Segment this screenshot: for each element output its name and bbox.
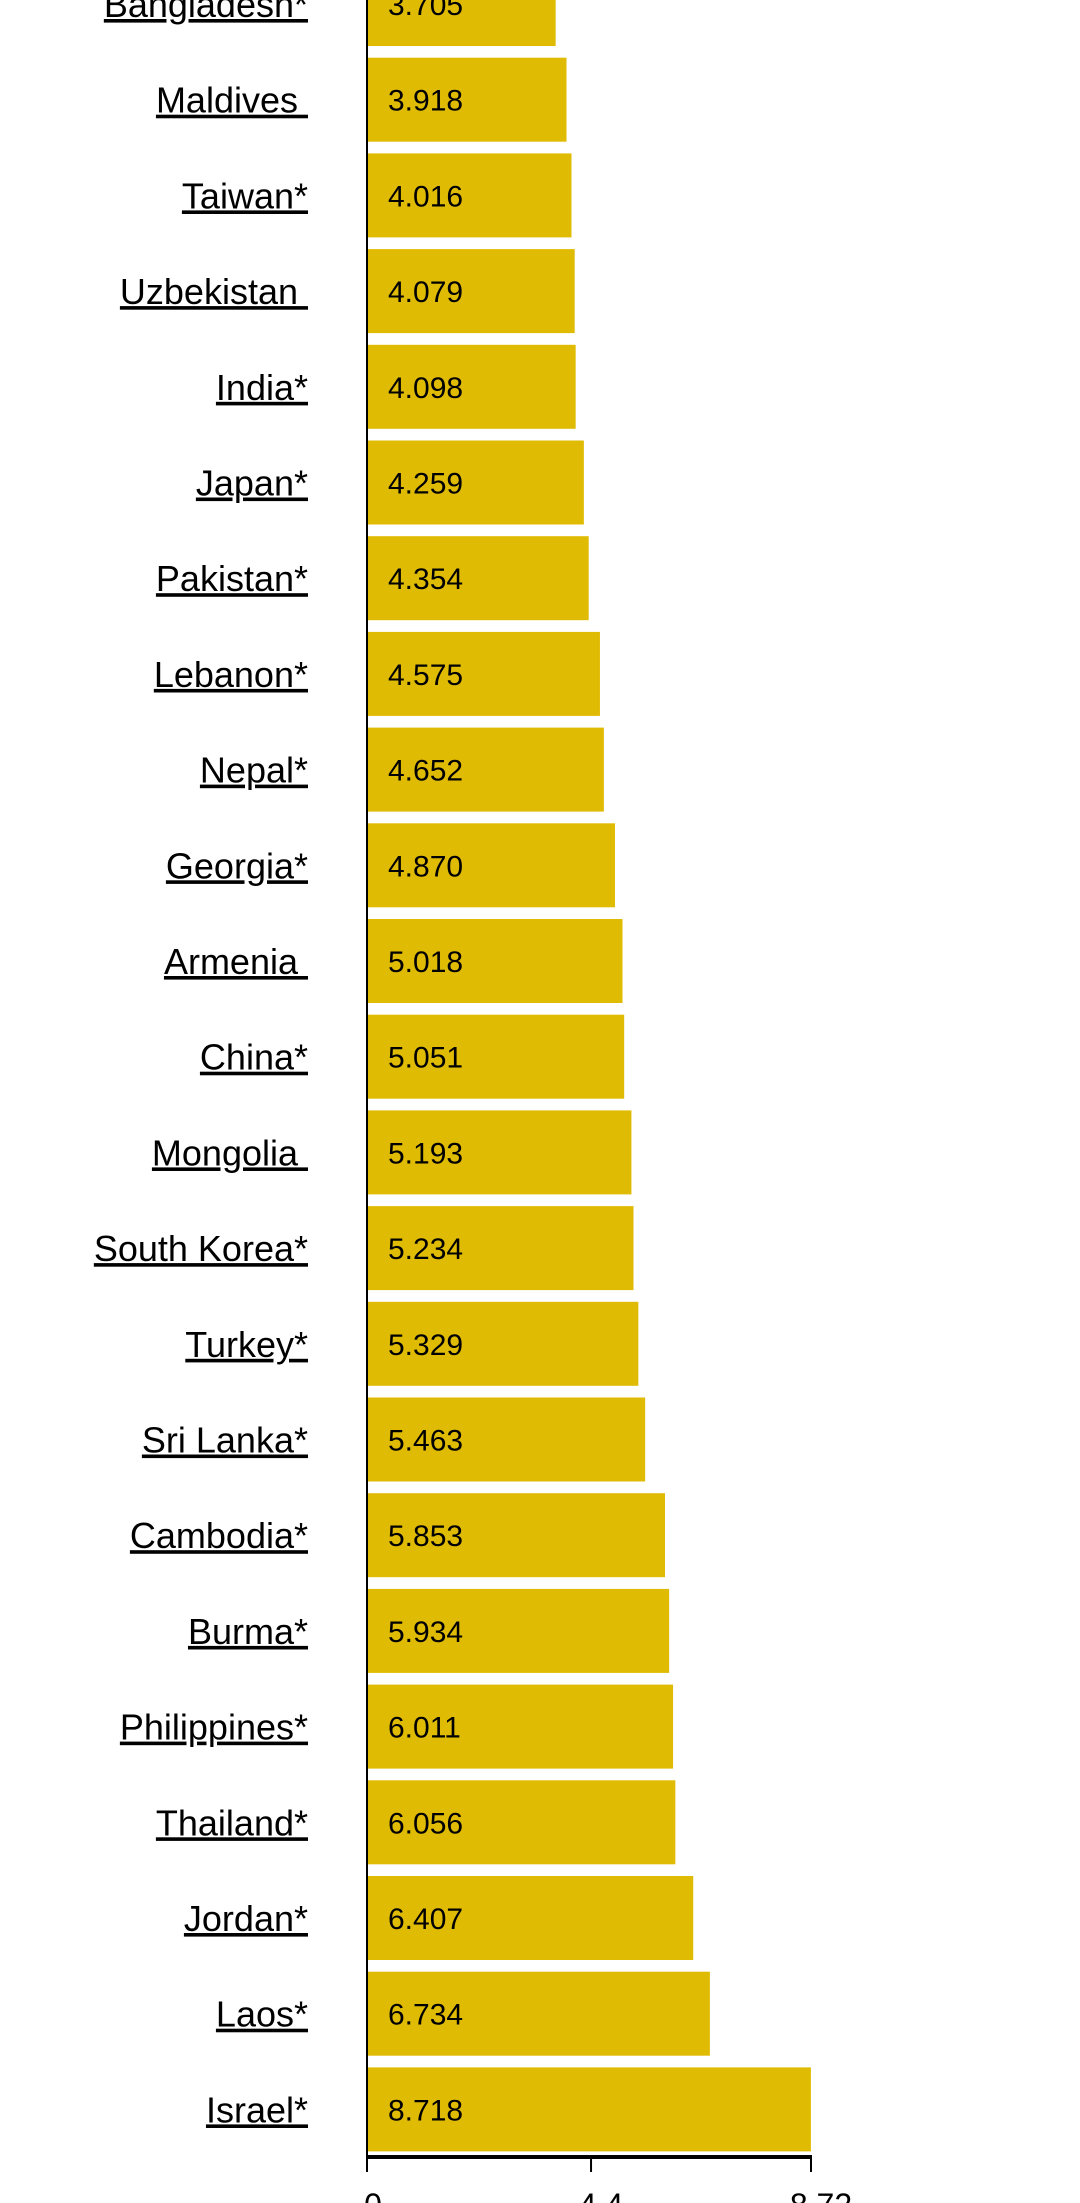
bar: [367, 1684, 674, 1769]
country-link[interactable]: Philippines*: [120, 1707, 308, 1748]
value-label: 4.652: [388, 755, 463, 788]
bar: [367, 1780, 676, 1865]
bar: [367, 1014, 625, 1099]
value-label: 5.853: [388, 1520, 463, 1553]
value-label: 8.718: [388, 2094, 463, 2127]
bar: [367, 1301, 639, 1386]
bar: [367, 1493, 666, 1578]
country-link[interactable]: Georgia*: [166, 845, 308, 886]
value-label: 4.575: [388, 659, 463, 692]
country-link[interactable]: Lebanon*: [154, 654, 308, 695]
bar: [367, 1876, 694, 1960]
country-link[interactable]: Uzbekistan: [120, 271, 308, 312]
bar: [367, 1110, 632, 1195]
bar: [367, 1971, 710, 2056]
bar: [367, 153, 572, 238]
bar: [367, 1588, 670, 1673]
country-link[interactable]: Armenia: [164, 941, 308, 982]
country-link[interactable]: Taiwan*: [182, 175, 308, 216]
value-label: 6.056: [388, 1807, 463, 1840]
bar: [367, 1206, 634, 1291]
country-link[interactable]: Thailand*: [156, 1802, 308, 1843]
country-link[interactable]: China*: [200, 1037, 308, 1078]
bar: [367, 1397, 646, 1482]
country-link[interactable]: Laos*: [216, 1994, 308, 2035]
value-label: 4.098: [388, 372, 463, 405]
bar: [367, 919, 623, 1003]
country-link[interactable]: Pakistan*: [156, 558, 308, 599]
country-link[interactable]: India*: [216, 367, 308, 408]
bar: [367, 57, 567, 142]
country-link[interactable]: Mongolia: [152, 1132, 308, 1173]
value-label: 4.354: [388, 563, 463, 596]
value-label: 5.329: [388, 1329, 463, 1362]
bar: [367, 0, 556, 46]
country-link[interactable]: Nepal*: [200, 750, 308, 791]
bar: [367, 823, 615, 908]
value-label: 5.234: [388, 1233, 463, 1266]
x-tick-label: 8.72: [790, 2187, 852, 2203]
bar: [367, 2067, 811, 2152]
country-link[interactable]: Cambodia*: [130, 1515, 308, 1556]
x-tick-label: 4.4: [579, 2187, 623, 2203]
country-link[interactable]: Sri Lanka*: [142, 1420, 308, 1461]
value-label: 5.018: [388, 946, 463, 979]
value-label: 5.193: [388, 1137, 463, 1170]
value-label: 5.934: [388, 1616, 463, 1649]
country-link[interactable]: Israel*: [206, 2089, 308, 2130]
value-label: 6.011: [388, 1712, 461, 1745]
x-tick-label: 0: [364, 2187, 382, 2203]
value-label: 3.918: [388, 85, 463, 118]
value-label: 4.016: [388, 180, 463, 213]
bar: [367, 344, 576, 429]
value-label: 5.051: [388, 1042, 463, 1075]
value-label: 3.705: [388, 0, 463, 22]
country-link[interactable]: Maldives: [156, 80, 308, 121]
value-label: 6.734: [388, 1999, 463, 2032]
country-link[interactable]: Bangladesh*: [104, 0, 308, 25]
country-link[interactable]: Japan*: [196, 463, 308, 504]
value-label: 4.870: [388, 850, 463, 883]
bar: [367, 249, 575, 334]
country-link[interactable]: South Korea*: [94, 1228, 308, 1269]
bar: [367, 727, 604, 812]
country-link[interactable]: Jordan*: [184, 1898, 308, 1939]
bar: [367, 631, 600, 716]
country-link[interactable]: Burma*: [188, 1611, 308, 1652]
value-label: 4.259: [388, 468, 463, 501]
bar: [367, 440, 584, 525]
value-label: 5.463: [388, 1425, 463, 1458]
value-label: 4.079: [388, 276, 463, 309]
country-link[interactable]: Turkey*: [185, 1324, 308, 1365]
bar: [367, 536, 589, 621]
value-label: 6.407: [388, 1903, 463, 1936]
